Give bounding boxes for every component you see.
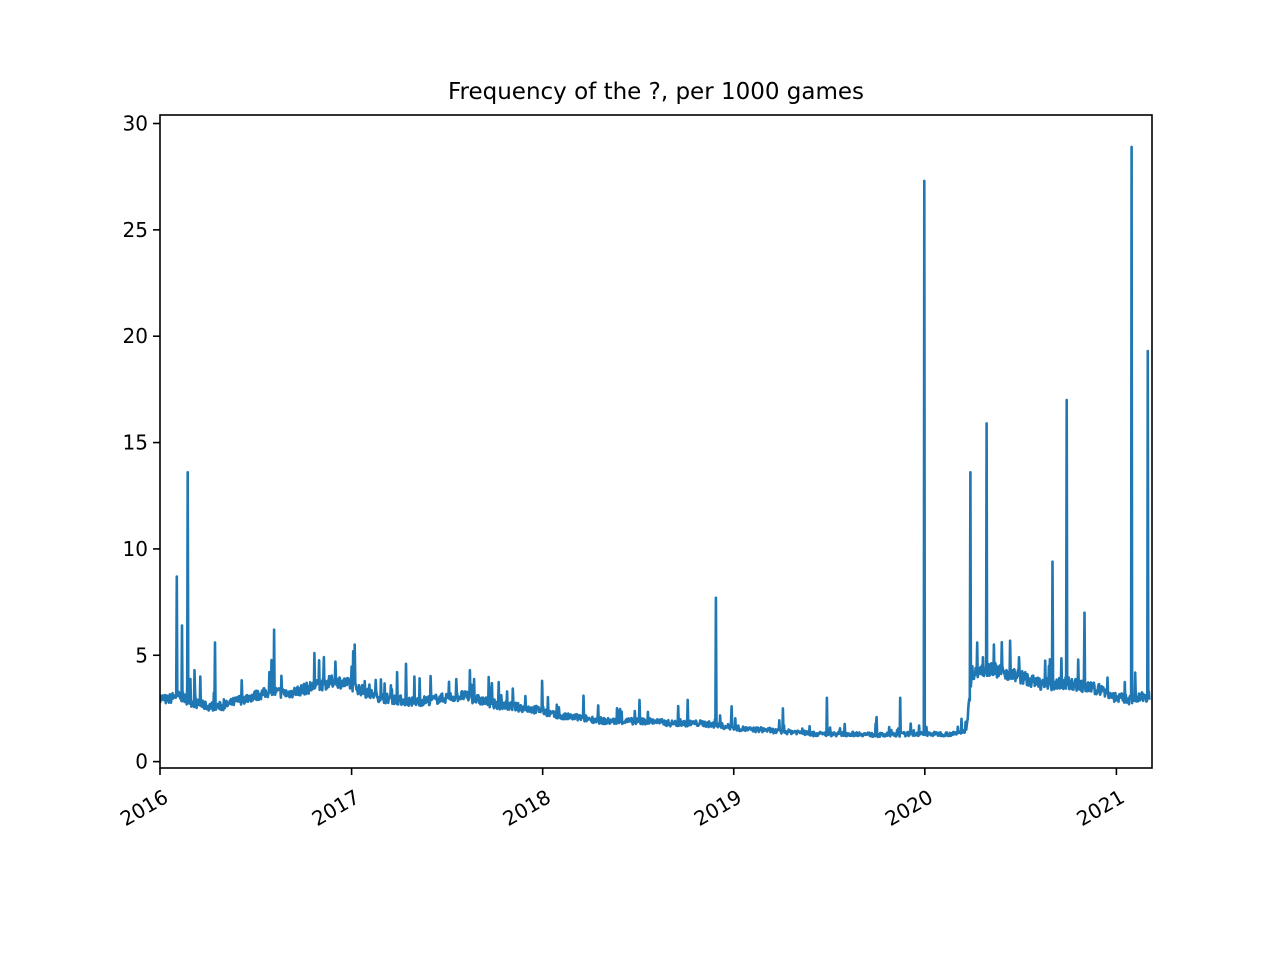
y-axis: 0 5 10 15 20 25 30 (123, 112, 160, 774)
y-tick-label: 10 (123, 537, 148, 561)
series-line-group (160, 145, 1151, 739)
chart-title: Frequency of the ?, per 1000 games (448, 79, 864, 105)
plot-frame (159, 114, 1153, 769)
y-tick-label: 15 (123, 431, 148, 455)
series-line (160, 145, 1151, 739)
y-tick-label: 30 (123, 112, 148, 136)
y-tick-label: 20 (123, 324, 148, 348)
y-tick-label: 25 (123, 218, 148, 242)
y-tick-label: 5 (135, 643, 148, 667)
y-tick-label: 0 (135, 750, 148, 774)
